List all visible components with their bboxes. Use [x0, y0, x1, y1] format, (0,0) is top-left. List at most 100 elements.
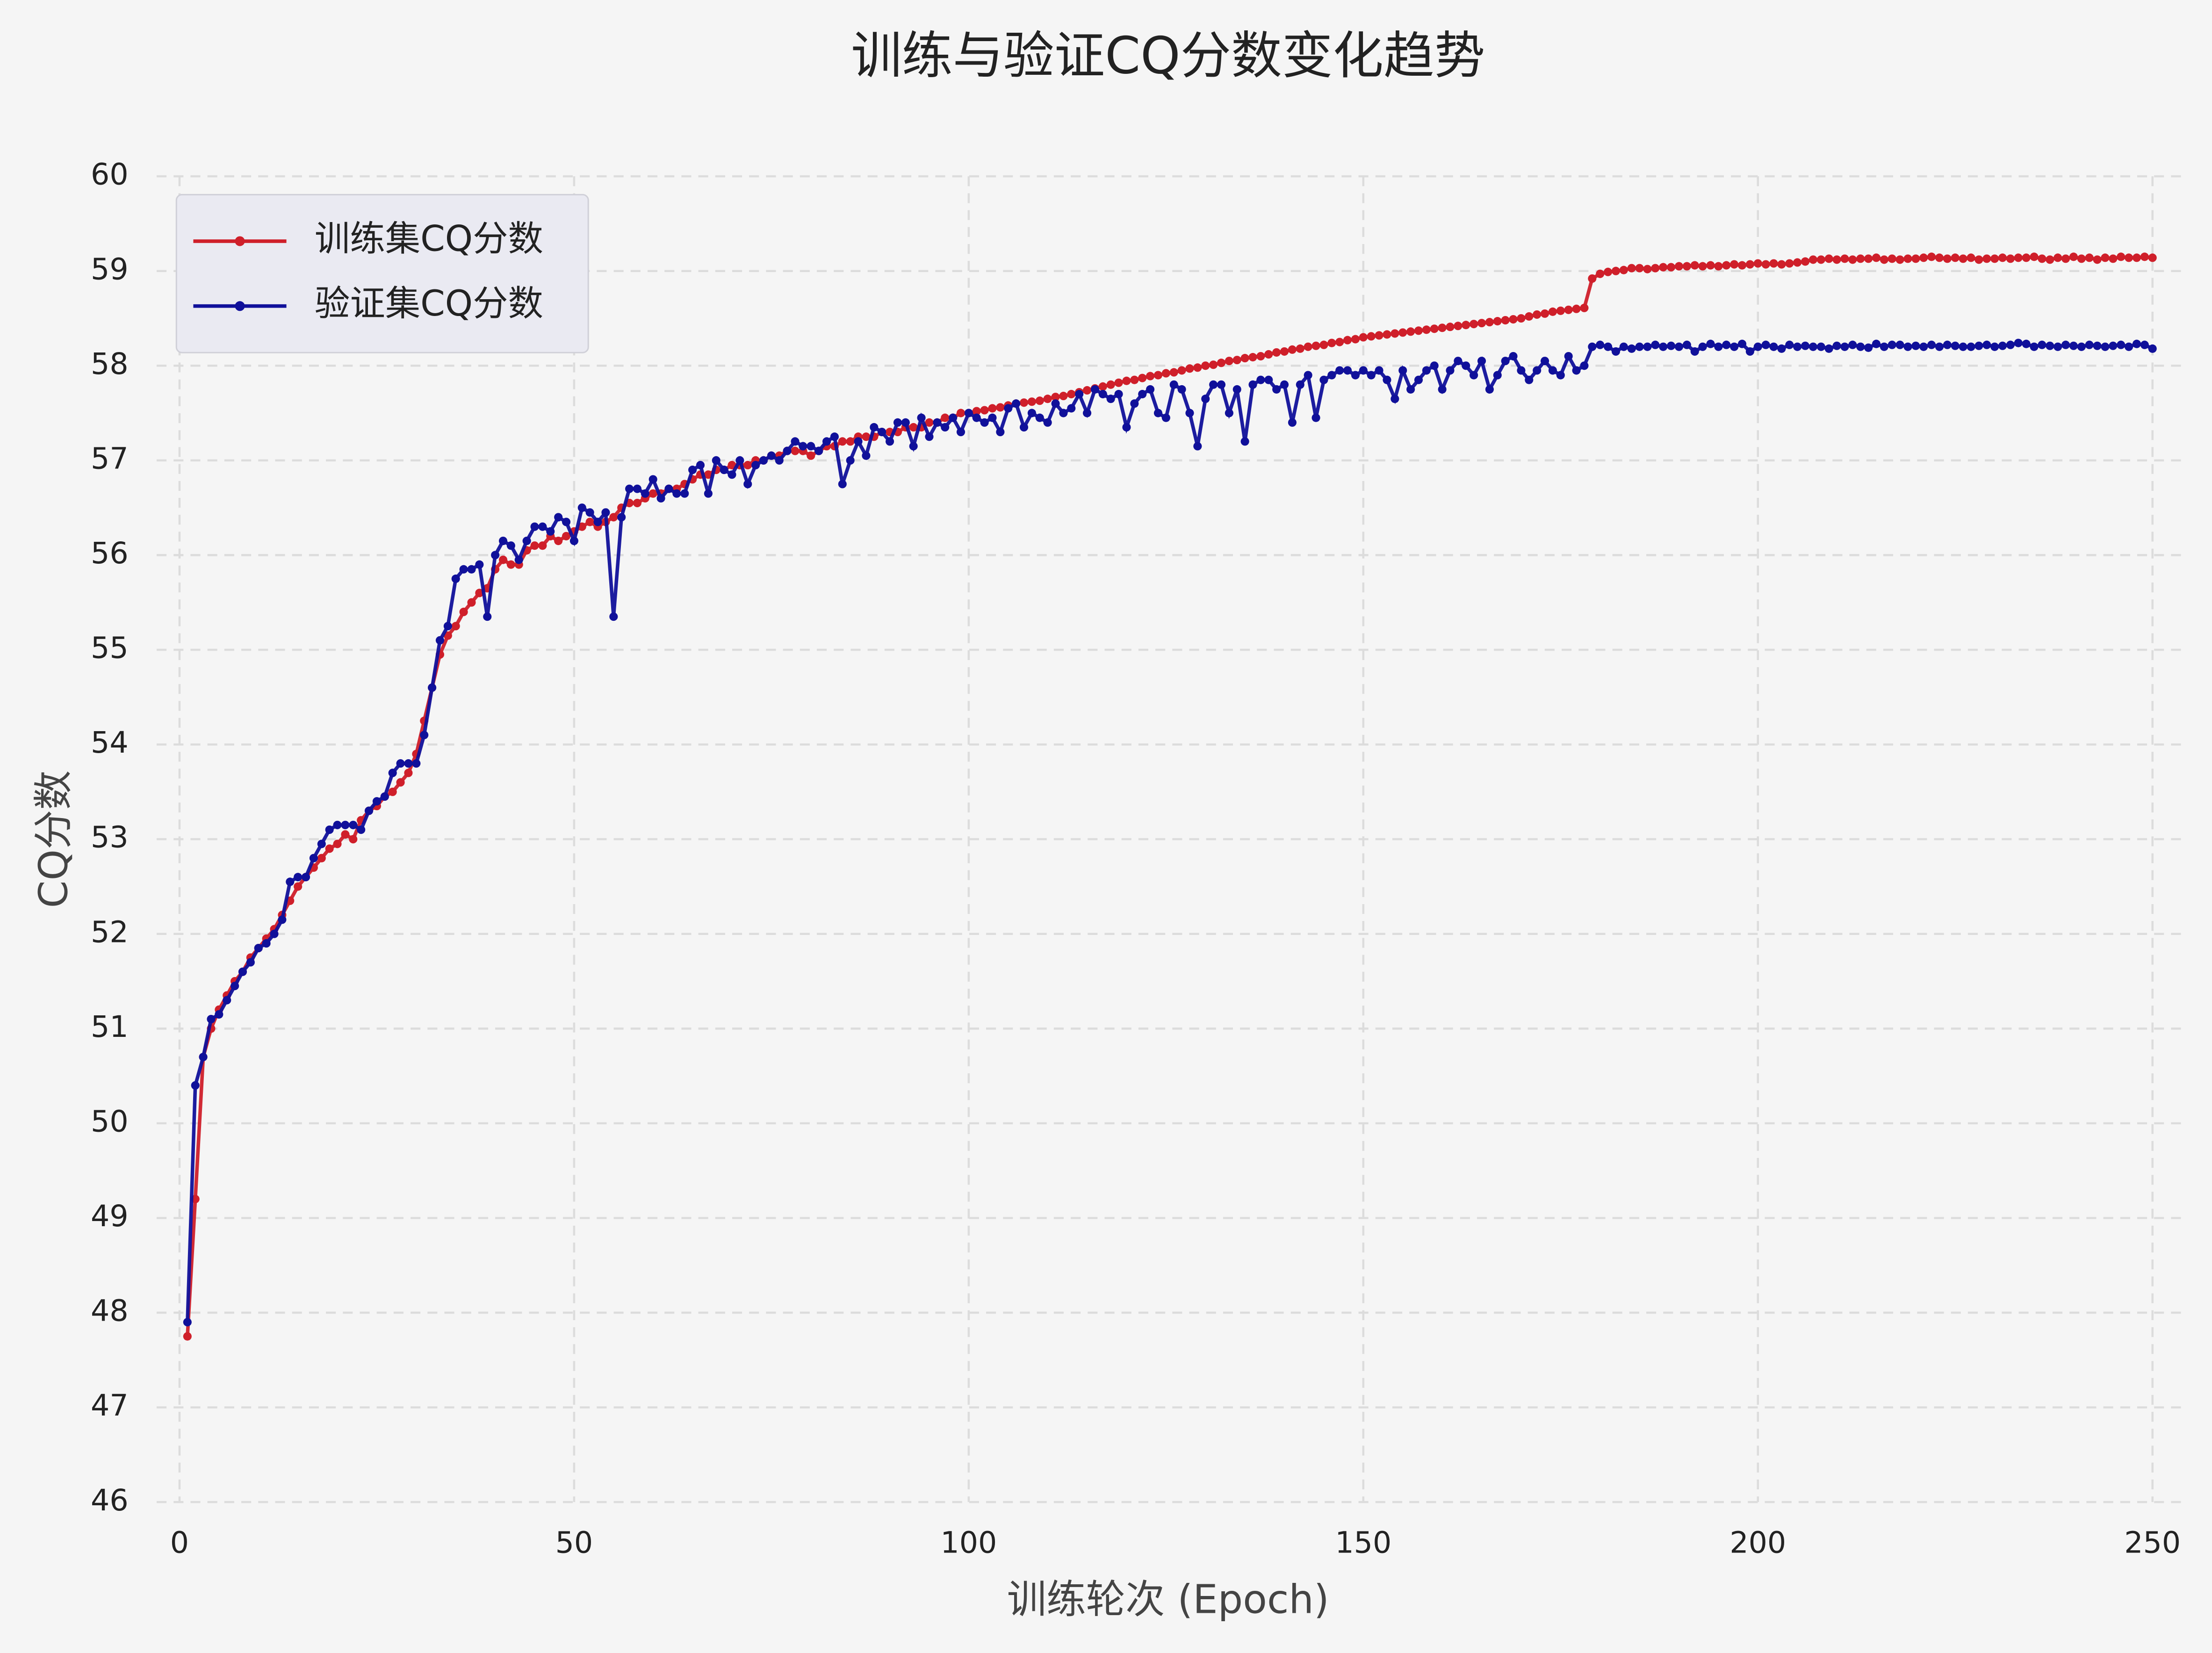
data-point — [2132, 253, 2141, 262]
data-point — [1682, 340, 1691, 349]
data-point — [459, 565, 468, 574]
data-point — [294, 873, 303, 882]
data-point — [1169, 380, 1178, 389]
data-point — [2030, 252, 2039, 261]
data-point — [1777, 344, 1786, 353]
data-point — [743, 460, 752, 470]
data-point — [680, 489, 689, 498]
data-point — [1651, 264, 1660, 273]
data-point — [1761, 340, 1770, 349]
data-point — [498, 536, 508, 546]
data-point — [1698, 262, 1707, 271]
data-point — [1540, 357, 1549, 366]
data-point — [1540, 309, 1549, 318]
data-point — [1106, 395, 1115, 403]
data-point — [301, 873, 310, 882]
data-point — [191, 1081, 200, 1090]
data-point — [1990, 254, 1999, 263]
data-point — [1990, 342, 1999, 351]
data-point — [2148, 253, 2157, 262]
data-point — [704, 470, 713, 479]
data-point — [1248, 380, 1257, 389]
data-point — [1098, 382, 1107, 391]
data-point — [878, 428, 886, 437]
data-point — [941, 423, 950, 432]
y-tick-label: 51 — [91, 1009, 129, 1044]
data-point — [1493, 371, 1502, 380]
data-point — [1304, 342, 1312, 351]
data-point — [404, 759, 413, 768]
data-point — [1138, 374, 1147, 382]
chart-title: 训练与验证CQ分数变化趋势 — [851, 26, 1485, 85]
data-point — [1012, 399, 1021, 408]
data-point — [1130, 399, 1139, 408]
data-point — [1383, 330, 1391, 339]
data-point — [751, 460, 760, 470]
data-point — [538, 522, 547, 531]
data-point — [1232, 385, 1241, 394]
data-point — [349, 835, 358, 844]
data-point — [672, 489, 681, 498]
data-point — [1974, 341, 1983, 350]
data-point — [2061, 340, 2070, 349]
data-point — [475, 560, 484, 569]
data-point — [1485, 318, 1494, 327]
data-point — [735, 456, 744, 465]
data-point — [1730, 342, 1739, 351]
legend-marker — [235, 301, 245, 311]
data-point — [656, 494, 665, 503]
data-point — [1611, 266, 1621, 275]
data-point — [1974, 255, 1983, 264]
data-point — [862, 451, 871, 460]
data-point — [223, 996, 231, 1005]
data-point — [1343, 366, 1352, 375]
data-point — [498, 555, 508, 564]
data-point — [648, 475, 657, 484]
data-point — [2125, 253, 2133, 262]
y-tick-label: 52 — [91, 914, 129, 949]
legend-box — [175, 194, 589, 353]
data-point — [838, 437, 847, 446]
data-point — [1809, 342, 1817, 351]
data-point — [1272, 385, 1281, 394]
data-point — [980, 406, 989, 415]
data-point — [688, 466, 697, 474]
data-point — [1398, 328, 1407, 337]
data-point — [1398, 366, 1407, 375]
data-point — [1619, 266, 1628, 274]
data-point — [443, 622, 452, 631]
data-point — [775, 456, 784, 465]
data-point — [2101, 342, 2110, 351]
data-point — [1462, 321, 1470, 330]
data-point — [759, 456, 768, 465]
data-point — [333, 820, 342, 829]
data-point — [317, 854, 326, 862]
data-point — [1359, 366, 1368, 375]
data-point — [238, 967, 247, 976]
data-point — [980, 418, 989, 427]
data-point — [1722, 340, 1731, 349]
data-point — [1659, 342, 1668, 351]
data-point — [1454, 357, 1463, 366]
data-point — [1604, 342, 1613, 351]
data-point — [459, 607, 468, 617]
data-point — [1596, 269, 1605, 278]
data-point — [1311, 341, 1320, 350]
data-point — [530, 522, 539, 531]
data-point — [215, 1010, 223, 1019]
data-point — [1556, 371, 1565, 380]
legend-label: 训练集CQ分数 — [315, 218, 543, 259]
data-point — [1319, 375, 1328, 384]
data-point — [380, 792, 389, 801]
data-point — [2006, 254, 2015, 263]
data-point — [909, 423, 918, 432]
data-point — [1335, 338, 1344, 346]
data-point — [467, 598, 476, 607]
data-point — [1785, 259, 1794, 268]
data-point — [1367, 371, 1376, 380]
data-point — [1185, 409, 1194, 417]
data-point — [1556, 306, 1565, 315]
data-point — [1509, 352, 1518, 361]
data-point — [1217, 359, 1226, 367]
y-tick-label: 59 — [91, 252, 129, 286]
